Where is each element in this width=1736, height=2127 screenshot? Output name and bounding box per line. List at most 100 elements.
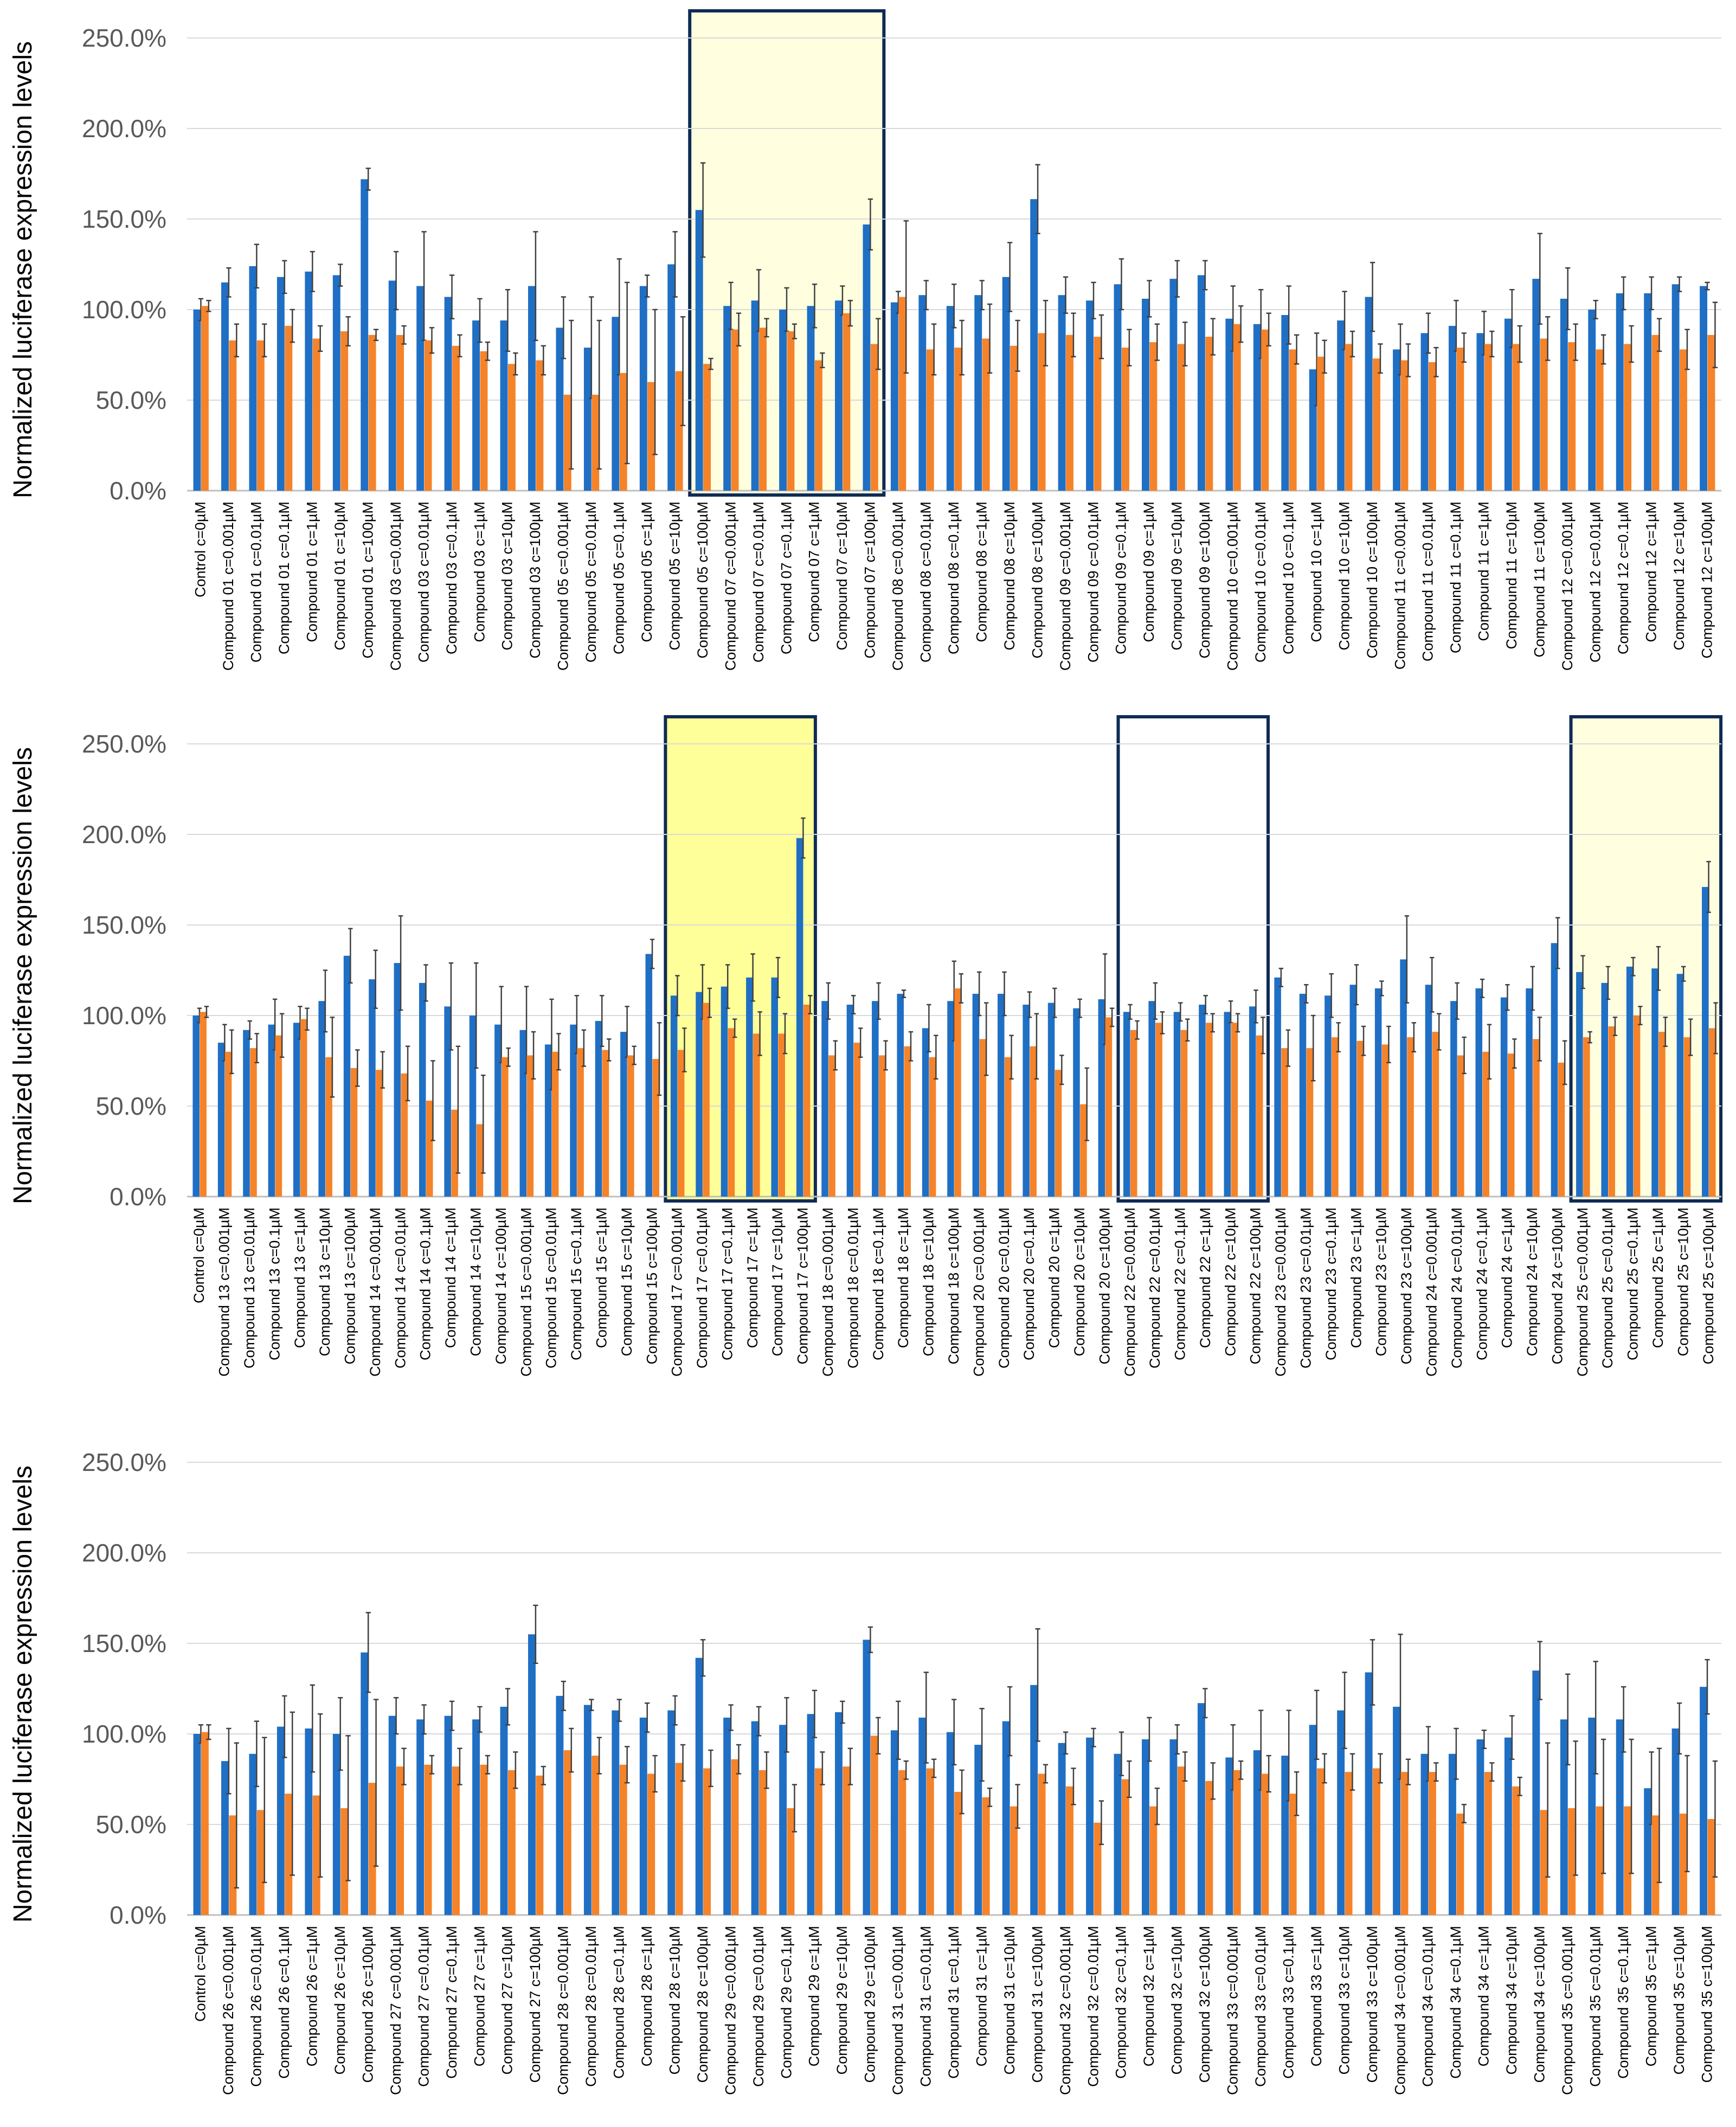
- bar-series-a: [1114, 284, 1122, 491]
- x-tick-label: Compound 31 c=10µM: [1001, 1926, 1018, 2074]
- bar-series-b: [1010, 1806, 1018, 1915]
- bar-series-b: [1558, 1062, 1565, 1197]
- x-tick-label: Compound 07 c=0.01µM: [750, 502, 767, 663]
- x-tick-label: Compound 14 c=1µM: [442, 1207, 459, 1348]
- bar-series-a: [528, 1634, 536, 1915]
- x-tick-label: Compound 29 c=0.001µM: [722, 1926, 738, 2095]
- x-tick-label: Compound 08 c=0.1µM: [946, 502, 962, 654]
- x-tick-label: Compound 01 c=10µM: [332, 502, 348, 650]
- bar-series-a: [1560, 1719, 1568, 1915]
- bar-series-a: [1225, 318, 1233, 491]
- x-tick-label: Compound 27 c=100µM: [527, 1926, 543, 2083]
- bar-series-b: [501, 1057, 509, 1197]
- bar-series-b: [396, 1766, 404, 1915]
- bar-series-b: [814, 360, 822, 491]
- bar-series-a: [595, 1021, 602, 1197]
- x-tick-label: Compound 23 c=10µM: [1373, 1207, 1390, 1356]
- x-tick-label: Compound 05 c=0.01µM: [583, 502, 599, 663]
- bar-series-b: [1094, 337, 1102, 491]
- y-tick-label: 250.0%: [82, 24, 166, 52]
- x-tick-label: Compound 35 c=0.001µM: [1559, 1926, 1576, 2095]
- bar-series-b: [1484, 344, 1492, 491]
- bar-series-a: [620, 1032, 627, 1197]
- x-tick-label: Compound 07 c=100µM: [862, 502, 878, 659]
- bar-series-b: [591, 1756, 600, 1915]
- bar-series-b: [577, 1048, 584, 1197]
- bar-series-b: [787, 331, 795, 491]
- bar-series-b: [1038, 333, 1046, 491]
- x-tick-label: Compound 17 c=10µM: [769, 1207, 786, 1356]
- bar-series-a: [1702, 886, 1709, 1197]
- x-tick-label: Compound 10 c=0.01µM: [1252, 502, 1269, 663]
- y-tick-label: 250.0%: [82, 1448, 166, 1476]
- bar-series-a: [332, 1734, 340, 1915]
- x-tick-label: Compound 15 c=1µM: [593, 1207, 609, 1348]
- x-tick-label: Compound 32 c=10µM: [1169, 1926, 1185, 2074]
- y-tick-label: 150.0%: [82, 911, 166, 939]
- bar-series-a: [695, 210, 703, 491]
- bar-series-a: [1425, 985, 1432, 1197]
- x-tick-label: Compound 11 c=0.001µM: [1392, 502, 1408, 670]
- x-tick-label: Compound 20 c=10µM: [1071, 1207, 1088, 1356]
- bar-series-b: [1583, 1037, 1590, 1197]
- bar-series-a: [193, 1734, 201, 1915]
- bar-series-a: [1197, 1703, 1205, 1915]
- bar-series-a: [1023, 1004, 1030, 1197]
- bar-series-a: [1671, 284, 1680, 491]
- bar-series-a: [1224, 1012, 1231, 1197]
- bar-series-b: [1233, 1770, 1241, 1915]
- bar-series-b: [1177, 1766, 1185, 1915]
- x-tick-label: Compound 11 c=0.01µM: [1420, 502, 1436, 661]
- bar-series-b: [1080, 1104, 1087, 1197]
- bar-series-b: [759, 327, 767, 491]
- y-tick-label: 100.0%: [82, 1720, 166, 1748]
- x-tick-label: Compound 09 c=10µM: [1169, 502, 1185, 650]
- bar-series-a: [1086, 1737, 1094, 1915]
- x-tick-label: Compound 18 c=0.01µM: [845, 1207, 861, 1368]
- bar-series-a: [1114, 1753, 1122, 1915]
- x-tick-label: Compound 09 c=0.1µM: [1113, 502, 1129, 654]
- bar-series-a: [1281, 1756, 1289, 1915]
- x-tick-label: Compound 13 c=10µM: [317, 1207, 333, 1356]
- x-tick-label: Compound 03 c=10µM: [499, 502, 516, 650]
- x-tick-label: Compound 01 c=1µM: [304, 502, 320, 642]
- bar-series-b: [979, 1039, 987, 1197]
- bar-series-b: [201, 306, 209, 491]
- bar-series-a: [221, 282, 229, 491]
- bar-series-b: [843, 313, 851, 491]
- x-tick-label: Compound 26 c=10µM: [332, 1926, 348, 2074]
- bar-series-b: [1651, 335, 1660, 491]
- bar-series-b: [256, 340, 265, 491]
- x-tick-label: Compound 29 c=1µM: [806, 1926, 822, 2066]
- highlight-box: [688, 9, 886, 497]
- bar-series-a: [583, 1705, 591, 1915]
- x-tick-label: Compound 31 c=1µM: [973, 1926, 989, 2066]
- x-tick-label: Compound 28 c=0.1µM: [611, 1926, 627, 2079]
- bar-series-a: [1058, 295, 1066, 491]
- bar-series-a: [444, 297, 452, 491]
- bar-series-a: [369, 979, 376, 1197]
- bar-series-a: [1142, 1739, 1149, 1915]
- bar-series-b: [703, 1003, 710, 1197]
- bar-series-b: [325, 1057, 332, 1197]
- bar-series-b: [1658, 1032, 1666, 1197]
- bar-series-b: [275, 1035, 282, 1197]
- x-tick-label: Compound 14 c=10µM: [468, 1207, 484, 1356]
- bar-series-a: [639, 286, 647, 491]
- bar-series-a: [1504, 318, 1512, 491]
- bar-series-a: [305, 271, 313, 491]
- x-tick-label: Compound 31 c=0.001µM: [890, 1926, 906, 2095]
- x-tick-label: Compound 13 c=0.01µM: [241, 1207, 258, 1368]
- x-tick-label: Compound 17 c=0.01µM: [694, 1207, 710, 1368]
- bar-series-b: [1180, 1030, 1188, 1197]
- bar-series-b: [452, 1766, 460, 1915]
- x-tick-label: Compound 26 c=0.001µM: [220, 1926, 236, 2095]
- x-tick-label: Compound 05 c=0.001µM: [555, 502, 571, 671]
- bar-series-b: [1482, 1051, 1490, 1197]
- bar-series-a: [1449, 326, 1456, 491]
- bar-series-b: [1484, 1772, 1492, 1915]
- x-tick-label: Compound 01 c=0.01µM: [248, 502, 265, 663]
- x-tick-label: Compound 23 c=1µM: [1348, 1207, 1364, 1348]
- bar-series-a: [500, 1706, 508, 1915]
- x-tick-label: Compound 13 c=1µM: [292, 1207, 308, 1348]
